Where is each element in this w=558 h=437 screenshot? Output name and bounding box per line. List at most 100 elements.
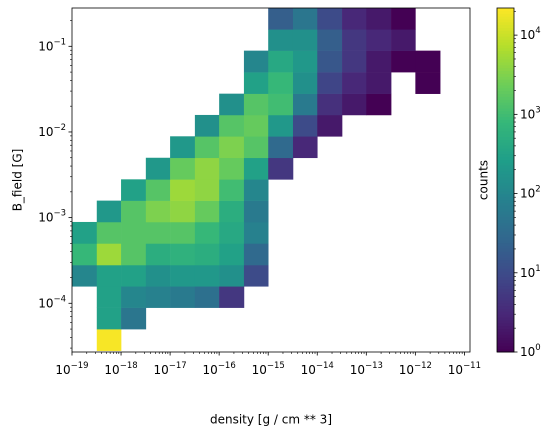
colorbar-swatch (497, 51, 514, 55)
heatmap-cell (170, 179, 196, 201)
heatmap-cell (243, 157, 269, 180)
heatmap-cell (366, 93, 392, 116)
heatmap-cell (292, 8, 318, 30)
heatmap-cell (219, 136, 245, 159)
x-tick-label: 10−18 (104, 361, 137, 377)
heatmap-cell (292, 29, 318, 51)
colorbar-swatch (497, 286, 514, 290)
colorbar-swatch (497, 197, 514, 201)
heatmap-cell (243, 93, 269, 116)
heatmap-cell (317, 114, 343, 137)
heatmap-cell (342, 8, 367, 30)
colorbar-swatch (497, 337, 514, 342)
heatmap-cell (121, 286, 147, 308)
colorbar-swatch (497, 53, 514, 58)
colorbar-swatch (497, 268, 514, 273)
colorbar-swatch (497, 148, 514, 152)
colorbar-swatch (497, 234, 514, 238)
x-tick-label: 10−12 (399, 361, 432, 377)
colorbar-swatch (497, 343, 514, 347)
heatmap-cell (72, 264, 98, 287)
colorbar-swatch (497, 185, 514, 190)
y-tick-label: 10−3 (38, 208, 66, 224)
colorbar-swatch (497, 111, 514, 115)
colorbar-swatch (497, 257, 514, 261)
heatmap-cell (292, 50, 318, 73)
heatmap-cell (292, 93, 318, 116)
colorbar-swatch (497, 168, 514, 172)
colorbar-swatch (497, 288, 514, 293)
colorbar-swatch (497, 191, 514, 195)
colorbar-swatch (497, 71, 514, 75)
colorbar-swatch (497, 294, 514, 299)
colorbar-swatch (497, 56, 514, 61)
colorbar-swatch (497, 291, 514, 296)
heatmap-cell (170, 200, 196, 223)
heatmap-cell (145, 179, 171, 201)
colorbar-swatch (497, 217, 514, 221)
colorbar-swatch (497, 42, 514, 46)
heatmap-cell (342, 93, 367, 116)
colorbar-swatch (497, 297, 514, 301)
colorbar-swatch (497, 245, 514, 250)
colorbar-swatch (497, 214, 514, 218)
heatmap-cell (194, 221, 220, 244)
heatmap-cell (317, 8, 343, 30)
colorbar-swatch (497, 225, 514, 230)
colorbar-swatch (497, 22, 514, 26)
colorbar-swatch (497, 154, 514, 158)
colorbar-swatch (497, 33, 514, 38)
heatmap-cell (145, 243, 171, 266)
heatmap-cell (366, 72, 392, 94)
heatmap-cell (194, 243, 220, 266)
colorbar-swatch (497, 105, 514, 109)
heatmap-cell (391, 8, 416, 30)
colorbar-swatch (497, 119, 514, 124)
heatmap-cell (243, 136, 269, 159)
colorbar-swatch (497, 311, 514, 316)
heatmap-cell (145, 157, 171, 180)
colorbar-swatch (497, 48, 514, 52)
heatmap-cell (243, 200, 269, 223)
colorbar-swatch (497, 28, 514, 32)
y-axis-label: B_field [G] (11, 149, 25, 212)
colorbar-swatch (497, 94, 514, 98)
x-tick-label: 10−17 (153, 361, 186, 377)
colorbar-swatch (497, 139, 514, 144)
colorbar-swatch (497, 205, 514, 210)
colorbar-tick-label: 102 (520, 184, 541, 200)
colorbar-swatch (497, 228, 514, 233)
heatmap-cell (170, 136, 196, 159)
heatmap-cell (366, 8, 392, 30)
heatmap-cell (268, 8, 294, 30)
colorbar-swatch (497, 320, 514, 324)
heatmap-cell (243, 221, 269, 244)
heatmap-cell (317, 93, 343, 116)
heatmap-cell (243, 179, 269, 201)
heatmap-cell (121, 179, 147, 201)
heatmap-cell (219, 286, 245, 308)
colorbar-frame (496, 7, 515, 353)
heatmap-cell (243, 114, 269, 137)
heatmap (72, 8, 441, 351)
heatmap-cell (194, 114, 220, 137)
colorbar-swatch (497, 65, 514, 69)
heatmap-cell (268, 114, 294, 137)
heatmap-cell (415, 50, 441, 73)
colorbar-swatch (497, 145, 514, 149)
colorbar-swatch (497, 303, 514, 307)
colorbar-swatch (497, 177, 514, 181)
colorbar-swatch (497, 280, 514, 284)
colorbar-swatch (497, 317, 514, 321)
heatmap-cell (219, 114, 245, 137)
colorbar-swatch (497, 13, 514, 18)
heatmap-cell (243, 50, 269, 73)
colorbar-swatch (497, 266, 514, 270)
heatmap-cell (194, 200, 220, 223)
heatmap-cell (96, 243, 122, 266)
colorbar-swatch (497, 340, 514, 344)
heatmap-cell (145, 264, 171, 287)
colorbar-tick-label: 100 (520, 343, 541, 359)
heatmap-cell (170, 243, 196, 266)
